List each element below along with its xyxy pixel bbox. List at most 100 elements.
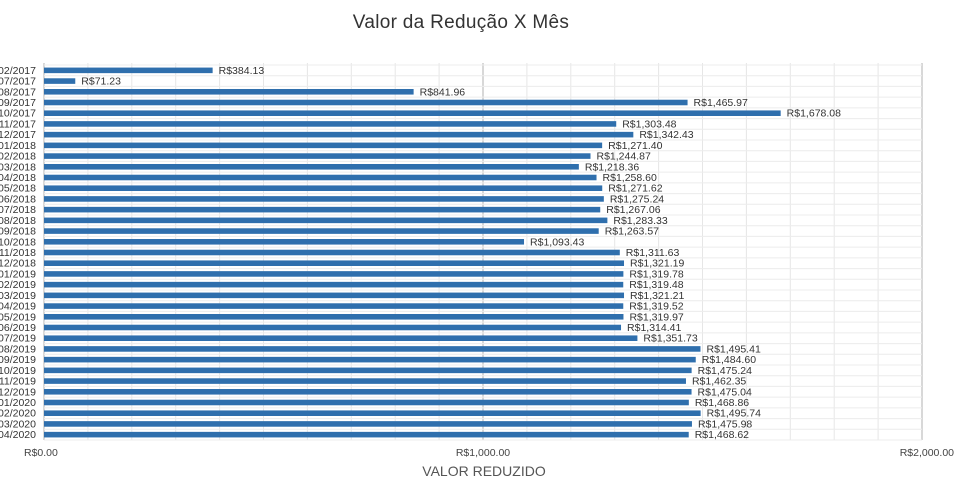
bar [44, 174, 597, 181]
category-label: 01/2019 [0, 268, 36, 280]
category-label: 06/2018 [0, 193, 36, 205]
data-label: R$1,468.86 [695, 397, 749, 409]
data-label: R$1,271.62 [608, 183, 662, 195]
data-label: R$1,314.41 [627, 322, 681, 334]
bar [44, 389, 692, 395]
bar [44, 421, 692, 427]
bar [44, 410, 701, 416]
category-label: 02/2017 [0, 65, 36, 77]
bar [44, 78, 76, 84]
data-label: R$1,263.57 [605, 226, 659, 238]
bar [44, 89, 414, 95]
category-label: 02/2019 [0, 279, 36, 291]
data-label: R$1,319.97 [629, 311, 683, 323]
x-tick-labels: R$0.00 R$1,000.00 R$2,000.00 [24, 447, 954, 459]
category-label: 02/2020 [0, 408, 36, 420]
category-label: 11/2018 [0, 247, 36, 259]
data-label: R$1,495.41 [706, 343, 760, 355]
category-label: 11/2019 [0, 376, 36, 388]
bar [44, 281, 624, 288]
category-label: 10/2017 [0, 108, 36, 120]
category-label: 07/2018 [0, 204, 36, 216]
bar [44, 99, 688, 106]
bar [44, 367, 692, 374]
bar [44, 239, 525, 245]
data-label: R$1,218.36 [585, 161, 639, 173]
bars [44, 67, 781, 438]
data-label: R$1,475.04 [698, 386, 752, 398]
chart-title: Valor da Redução X Mês [352, 12, 570, 33]
category-label: 09/2017 [0, 97, 36, 109]
x-axis-title: VALOR REDUZIDO [422, 463, 546, 479]
category-label: 12/2019 [0, 386, 36, 398]
data-labels: R$384.13 R$71.23 R$841.96 R$1,465.97 R$1,678… [81, 65, 841, 441]
bar [44, 314, 624, 320]
bar [44, 303, 624, 309]
category-label: 05/2019 [0, 311, 36, 323]
data-label: R$1,319.78 [629, 268, 683, 280]
data-label: R$1,351.73 [643, 333, 697, 345]
category-label: 12/2018 [0, 258, 36, 270]
data-label: R$71.23 [81, 76, 121, 88]
bar [44, 185, 603, 191]
bar [44, 67, 213, 74]
data-label: R$1,475.98 [698, 418, 752, 430]
data-label: R$1,678.08 [787, 108, 841, 120]
category-label: 05/2018 [0, 183, 36, 195]
data-label: R$1,468.62 [695, 429, 749, 441]
data-label: R$1,465.97 [694, 97, 748, 109]
data-label: R$1,495.74 [707, 408, 761, 420]
bar [44, 164, 579, 170]
bar [44, 292, 625, 299]
data-label: R$1,319.52 [629, 301, 683, 313]
bar [44, 346, 701, 352]
bar [44, 335, 638, 341]
data-label: R$1,484.60 [702, 354, 756, 366]
category-label: 12/2017 [0, 129, 36, 141]
category-label: 02/2018 [0, 151, 36, 163]
data-label: R$1,093.43 [530, 236, 584, 248]
category-label: 04/2019 [0, 301, 36, 313]
category-label: 09/2018 [0, 226, 36, 238]
category-label: 08/2019 [0, 343, 36, 355]
category-label: 11/2017 [0, 118, 36, 130]
category-label: 09/2019 [0, 354, 36, 366]
data-label: R$384.13 [219, 65, 265, 77]
data-label: R$1,244.87 [596, 151, 650, 163]
data-label: R$1,311.63 [626, 247, 680, 259]
x-tick-label: R$2,000.00 [900, 447, 954, 459]
category-label: 08/2018 [0, 215, 36, 227]
bar [44, 142, 603, 149]
bar [44, 228, 599, 234]
bar [44, 153, 591, 159]
bar [44, 356, 696, 363]
bar [44, 378, 686, 384]
x-tick-label: R$0.00 [24, 447, 58, 459]
category-label: 04/2020 [0, 429, 36, 441]
category-label: 07/2019 [0, 333, 36, 345]
bar [44, 121, 617, 127]
bar [44, 131, 634, 138]
data-label: R$1,283.33 [613, 215, 667, 227]
category-label: 03/2020 [0, 418, 36, 430]
bar [44, 431, 689, 438]
category-label: 04/2018 [0, 172, 36, 184]
category-labels: 02/201707/201708/201709/201710/201711/20… [0, 65, 36, 441]
category-label: 03/2018 [0, 161, 36, 173]
data-label: R$841.96 [420, 86, 466, 98]
data-label: R$1,462.35 [692, 376, 746, 388]
data-label: R$1,321.21 [630, 290, 684, 302]
data-label: R$1,342.43 [639, 129, 693, 141]
bar [44, 249, 620, 256]
category-label: 01/2018 [0, 140, 36, 152]
category-label: 01/2020 [0, 397, 36, 409]
data-label: R$1,321.19 [630, 258, 684, 270]
bar [44, 110, 781, 116]
category-label: 08/2017 [0, 86, 36, 98]
bar [44, 206, 601, 213]
bar [44, 399, 689, 406]
x-tick-label: R$1,000.00 [456, 447, 510, 459]
data-label: R$1,271.40 [608, 140, 662, 152]
category-label: 10/2018 [0, 236, 36, 248]
